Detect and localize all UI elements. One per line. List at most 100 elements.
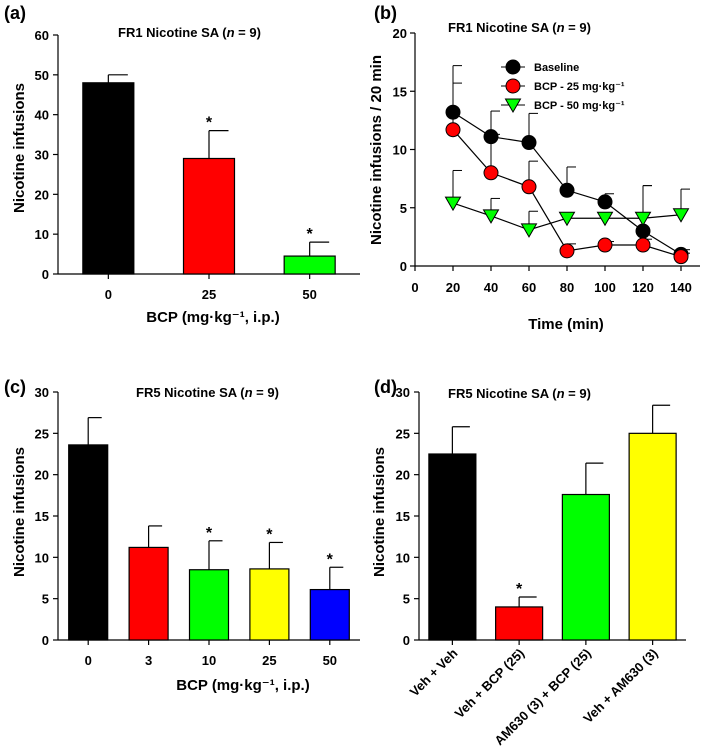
x-tick-label: 25 (202, 287, 216, 302)
significance-marker: * (206, 115, 213, 132)
legend-label: Baseline (534, 62, 579, 74)
data-point (483, 165, 499, 181)
legend-marker (505, 59, 521, 75)
panel-a-title: FR1 Nicotine SA (n = 9) (118, 25, 261, 40)
y-tick-label: 0 (400, 259, 407, 274)
y-tick-label: 15 (393, 84, 407, 99)
x-tick-label: 3 (145, 653, 152, 668)
y-tick-label: 10 (35, 550, 49, 565)
panel-a-label: (a) (4, 3, 26, 23)
data-point (559, 243, 575, 259)
data-point (521, 135, 537, 151)
data-point (597, 237, 613, 253)
data-point (521, 179, 537, 195)
data-point (559, 182, 575, 198)
series-2 (445, 82, 690, 265)
panel-b-y-axis-label: Nicotine infusions / 20 min (368, 55, 385, 245)
y-tick-label: 25 (396, 426, 410, 441)
bar-4 (628, 432, 677, 641)
data-point (673, 249, 689, 265)
panel-c-x-axis-label: BCP (mg·kg⁻¹, i.p.) (176, 677, 309, 694)
y-tick-label: 30 (35, 148, 49, 163)
x-tick-label: 100 (594, 280, 616, 295)
bar-3 (561, 493, 610, 641)
y-tick-label: 30 (396, 385, 410, 400)
y-tick-label: 60 (35, 28, 49, 43)
y-tick-label: 25 (35, 426, 49, 441)
panel-c-label: (c) (4, 377, 26, 397)
data-point (596, 211, 614, 227)
data-point (444, 196, 462, 212)
bar-2 (128, 546, 169, 641)
bar-1 (82, 82, 135, 275)
panel-b-title: FR1 Nicotine SA (n = 9) (448, 20, 591, 35)
y-tick-label: 10 (35, 227, 49, 242)
panel-c-title: FR5 Nicotine SA (n = 9) (136, 385, 279, 400)
x-tick-label: 0 (411, 280, 418, 295)
bar-4 (249, 568, 290, 641)
x-tick-label: Veh + BCP (25) (452, 646, 528, 722)
x-tick-label: 120 (632, 280, 654, 295)
panel-c-plot: 0 5 10 15 20 25 30 0 3 10 * 25 * 50 * (35, 385, 360, 668)
legend-label: BCP - 25 mg·kg⁻¹ (534, 81, 625, 93)
y-tick-label: 0 (403, 633, 410, 648)
bar-5 (309, 588, 350, 641)
x-tick-label: 20 (446, 280, 460, 295)
bar-2 (495, 606, 544, 641)
legend-marker (504, 98, 522, 114)
panel-d: (d) FR5 Nicotine SA (n = 9) Nicotine inf… (371, 377, 591, 577)
y-tick-label: 0 (42, 633, 49, 648)
x-tick-label: 10 (202, 653, 216, 668)
legend: Baseline BCP - 25 mg·kg⁻¹ BCP - 50 mg·kg⁻¹ (501, 59, 625, 114)
panel-d-title: FR5 Nicotine SA (n = 9) (448, 386, 591, 401)
data-point (597, 194, 613, 210)
y-tick-label: 20 (393, 26, 407, 41)
data-point (558, 211, 576, 227)
significance-marker: * (307, 226, 314, 243)
y-tick-label: 15 (35, 509, 49, 524)
panel-c-y-axis-label: Nicotine infusions (11, 447, 28, 577)
x-tick-label: 50 (302, 287, 316, 302)
x-tick-label: 80 (560, 280, 574, 295)
y-tick-label: 10 (393, 143, 407, 158)
panel-d-label: (d) (374, 377, 397, 397)
significance-marker: * (266, 526, 273, 543)
y-tick-label: 15 (396, 509, 410, 524)
legend-marker (505, 78, 521, 94)
x-tick-label: 40 (484, 280, 498, 295)
panel-a-y-axis-label: Nicotine infusions (11, 83, 28, 213)
bar-3 (283, 255, 336, 275)
significance-marker: * (516, 581, 523, 598)
panel-a: (a) FR1 Nicotine SA (n = 9) Nicotine inf… (4, 3, 280, 326)
y-tick-label: 20 (35, 187, 49, 202)
data-point (520, 223, 538, 238)
bar-1 (428, 453, 477, 641)
y-tick-label: 30 (35, 385, 49, 400)
series-3 (444, 169, 690, 238)
data-point (482, 209, 500, 224)
panel-b-label: (b) (374, 3, 397, 23)
y-tick-label: 5 (400, 201, 407, 216)
y-tick-label: 50 (35, 68, 49, 83)
y-tick-label: 10 (396, 550, 410, 565)
x-tick-label: 25 (262, 653, 276, 668)
y-tick-label: 20 (396, 468, 410, 483)
legend-label: BCP - 50 mg·kg⁻¹ (534, 100, 625, 112)
x-tick-label: 0 (105, 287, 112, 302)
x-tick-label: 140 (670, 280, 692, 295)
y-tick-label: 0 (42, 267, 49, 282)
data-point (445, 122, 461, 138)
y-tick-label: 20 (35, 468, 49, 483)
y-tick-label: 40 (35, 108, 49, 123)
y-tick-label: 5 (42, 592, 49, 607)
panel-c: (c) FR5 Nicotine SA (n = 9) Nicotine inf… (4, 377, 310, 694)
panel-b-plot: 0 5 10 15 20 0 20 40 60 80 100 120 140 Baseline BCP - … (393, 26, 700, 295)
data-point (672, 208, 690, 223)
bar-1 (68, 444, 109, 641)
panel-a-plot: 0 10 20 30 40 50 60 0 25 * 50 * (35, 28, 360, 302)
panel-a-x-axis-label: BCP (mg·kg⁻¹, i.p.) (146, 309, 279, 326)
y-tick-label: 5 (403, 592, 410, 607)
panel-b-x-axis-label: Time (min) (528, 316, 604, 333)
panel-d-y-axis-label: Nicotine infusions (371, 447, 388, 577)
